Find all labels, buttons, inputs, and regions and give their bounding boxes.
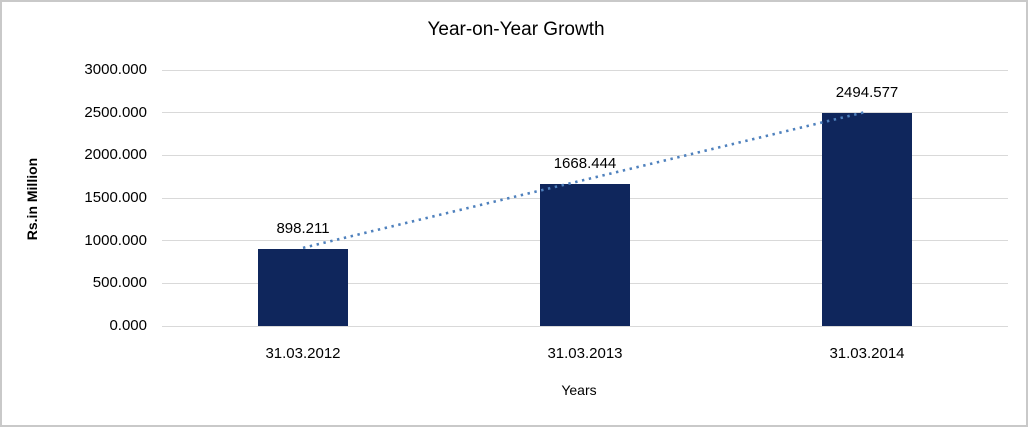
y-tick-label: 2000.000 xyxy=(84,146,147,164)
gridline xyxy=(162,325,1008,327)
chart-title: Year-on-Year Growth xyxy=(427,19,605,40)
y-tick-label: 1500.000 xyxy=(84,189,147,206)
x-axis-title: Years xyxy=(561,382,597,398)
x-tick-label: 31.03.2014 xyxy=(829,345,905,362)
bar-value-label: 2494.577 xyxy=(835,84,899,102)
y-tick-label: 3000.000 xyxy=(84,61,147,78)
bar xyxy=(822,113,912,326)
y-tick-label: 500.000 xyxy=(92,274,147,292)
x-tick-label: 31.03.2012 xyxy=(265,345,341,362)
x-tick-label: 31.03.2013 xyxy=(547,345,623,362)
y-tick-label: 0.000 xyxy=(109,317,147,334)
bar-value-label: 1668.444 xyxy=(553,154,617,172)
bar xyxy=(540,183,630,326)
y-tick-label: 1000.000 xyxy=(84,231,147,249)
bar-value-label: 898.211 xyxy=(276,220,330,238)
bar xyxy=(258,249,348,326)
y-tick-label: 2500.000 xyxy=(84,103,147,121)
gridline xyxy=(162,69,1008,71)
